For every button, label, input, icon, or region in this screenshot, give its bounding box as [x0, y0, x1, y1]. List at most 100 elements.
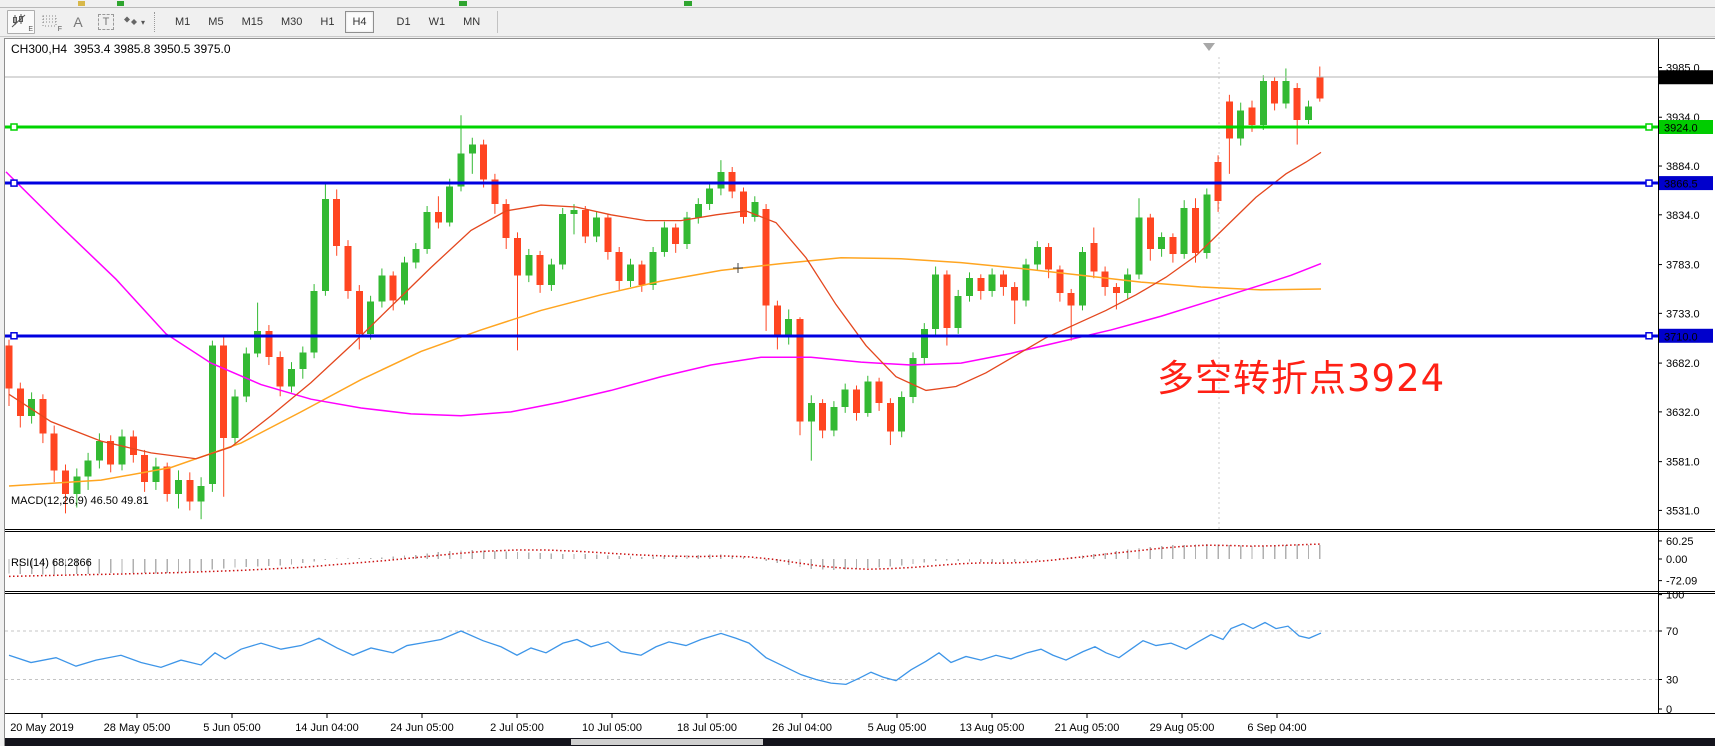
- grid-tool-button[interactable]: F: [37, 11, 63, 33]
- drawing-tools-group: E F A T ▾: [6, 10, 148, 34]
- candle-body: [672, 227, 680, 245]
- text-a-icon: A: [73, 14, 83, 30]
- candle-body: [819, 403, 827, 431]
- candle-body: [344, 246, 352, 291]
- candle-body: [932, 274, 940, 329]
- y-axis-label: 3834.0: [1666, 210, 1700, 222]
- chart-canvas[interactable]: 3985.03934.03884.03834.03783.03733.03682…: [5, 39, 1715, 746]
- candle-body: [864, 381, 872, 413]
- candle-body: [1248, 107, 1256, 126]
- macd-label-text: MACD(12,26,9): [11, 495, 88, 507]
- y-axis-label: 3682.0: [1666, 358, 1700, 370]
- candle-body: [1237, 110, 1245, 139]
- candle-body: [1056, 269, 1064, 293]
- candle-body: [107, 441, 115, 465]
- candle-body: [333, 199, 341, 247]
- candle-body: [412, 248, 420, 263]
- candle-body: [401, 262, 408, 301]
- candle-body: [999, 274, 1007, 287]
- candle-body: [1293, 87, 1301, 121]
- candle-body: [141, 454, 149, 483]
- candle-body: [1045, 247, 1053, 270]
- candle-body: [966, 278, 973, 296]
- candle-body: [1079, 251, 1086, 306]
- rsi-axis-label: 70: [1666, 626, 1678, 638]
- x-axis-label: 5 Aug 05:00: [868, 722, 927, 734]
- candle-body: [265, 330, 273, 358]
- timeframe-button-m15[interactable]: M15: [241, 16, 263, 28]
- price-badge: [1659, 176, 1713, 191]
- text-tool-button[interactable]: A: [65, 11, 91, 33]
- timeframe-button-h1[interactable]: H1: [320, 16, 335, 28]
- candle-body: [1259, 81, 1267, 126]
- candle-body: [378, 275, 386, 302]
- time-axis[interactable]: 20 May 2019 28 May 05:00 5 Jun 05:00 14 Jun…: [10, 714, 1307, 734]
- timeframe-button-mn[interactable]: MN: [463, 16, 481, 28]
- candle-body: [1192, 207, 1199, 253]
- x-axis-label: 29 Aug 05:00: [1150, 722, 1215, 734]
- timeframe-button-d1[interactable]: D1: [396, 16, 411, 28]
- candle-body: [977, 278, 985, 291]
- top-strip-icon-sliver: [459, 1, 467, 6]
- macd-signal-line: [8, 543, 1322, 578]
- candle-body: [220, 345, 228, 439]
- y-axis-label: 3733.0: [1666, 308, 1700, 320]
- macd-axis-label: 0.00: [1666, 554, 1687, 566]
- candle-body: [50, 433, 58, 471]
- candle-body: [197, 486, 205, 502]
- chart-window[interactable]: 3985.0 3934.0 3884.0 3834.0 3783.0 3733.0 3682…: [4, 38, 1715, 746]
- price-axis[interactable]: 3985.03934.03884.03834.03783.03733.03682…: [1658, 39, 1713, 716]
- candle-body: [886, 403, 894, 432]
- ma-red-line[interactable]: [8, 151, 1322, 460]
- candle-body: [129, 436, 137, 455]
- line-handle[interactable]: [10, 332, 18, 340]
- x-axis-label: 13 Aug 05:00: [960, 722, 1025, 734]
- arrows-dropdown-tool-button[interactable]: ▾: [121, 11, 147, 33]
- candle-body: [920, 328, 928, 359]
- text-label-tool-button[interactable]: T: [93, 11, 119, 33]
- candle-body: [310, 290, 318, 353]
- ma-magenta-line[interactable]: [5, 171, 1322, 417]
- candlestick-series[interactable]: [5, 66, 1324, 520]
- timeframe-button-m1[interactable]: M1: [175, 16, 191, 28]
- macd-panel[interactable]: [8, 543, 1322, 578]
- candle-body: [762, 208, 770, 306]
- timeframe-button-m30[interactable]: M30: [280, 16, 303, 28]
- price-badge: [1659, 70, 1713, 85]
- candle-body: [1135, 217, 1143, 275]
- timeframe-button-h4[interactable]: H4: [345, 11, 374, 33]
- timeframe-button-w1[interactable]: W1: [428, 16, 446, 28]
- candle-body: [1033, 247, 1041, 265]
- timeframe-button-m5[interactable]: M5: [208, 16, 224, 28]
- y-axis-label: 3884.0: [1666, 161, 1700, 173]
- x-axis-label: 26 Jul 04:00: [772, 722, 832, 734]
- line-handle[interactable]: [1645, 123, 1653, 131]
- candle-body: [1146, 217, 1154, 249]
- rsi-value-text: 68.2866: [51, 557, 92, 569]
- ma-orange-line[interactable]: [8, 256, 1322, 487]
- price-badge-label: 3866.5: [1664, 179, 1698, 191]
- macd-axis-label: -72.09: [1666, 576, 1697, 588]
- candle-body: [593, 217, 601, 237]
- symbols-chart-tool-button[interactable]: E: [7, 10, 35, 34]
- candle-body: [84, 460, 92, 477]
- x-axis-label: 18 Jul 05:00: [677, 722, 737, 734]
- candle-body: [898, 397, 906, 432]
- candle-body: [254, 330, 262, 354]
- candle-body: [1169, 237, 1177, 254]
- candle-body: [943, 274, 951, 328]
- rsi-panel[interactable]: [5, 621, 1658, 686]
- chart-shift-marker-icon[interactable]: [1203, 43, 1215, 51]
- line-handle[interactable]: [10, 123, 18, 131]
- chart-title: CH300,H4 3953.4 3985.8 3950.5 3975.0: [11, 42, 231, 56]
- candle-body: [1271, 81, 1279, 104]
- candle-body: [604, 217, 612, 252]
- candle-body: [751, 202, 759, 217]
- line-handle[interactable]: [1645, 179, 1653, 187]
- line-handle[interactable]: [1645, 332, 1653, 340]
- line-handle[interactable]: [10, 179, 18, 187]
- candle-body: [547, 264, 555, 286]
- candle-body: [1305, 106, 1312, 121]
- window-top-strip: [0, 0, 1715, 8]
- x-axis-label: 5 Jun 05:00: [203, 722, 261, 734]
